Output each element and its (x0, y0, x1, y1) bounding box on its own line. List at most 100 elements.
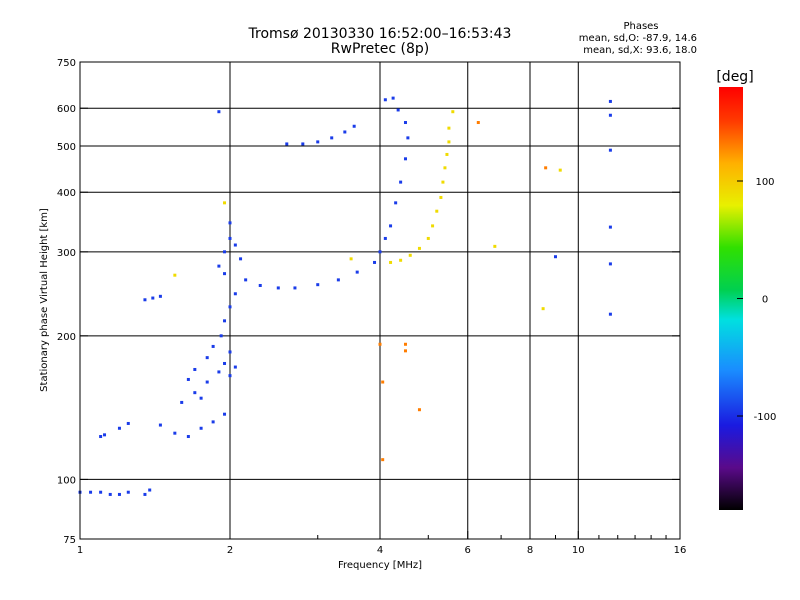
data-point (219, 334, 223, 338)
data-point (352, 124, 356, 128)
data-point (276, 286, 280, 290)
data-point (378, 250, 382, 254)
data-point (435, 209, 439, 213)
data-point (399, 258, 403, 262)
data-point (217, 264, 221, 268)
data-point (228, 236, 232, 240)
y-axis: 75 100 200 300 400 500 600 750 (57, 58, 680, 546)
data-point (285, 142, 289, 146)
data-point (228, 350, 232, 354)
data-point (151, 296, 155, 300)
data-point (193, 391, 197, 395)
data-point (608, 312, 612, 316)
data-point (349, 257, 353, 261)
x-tick-label: 8 (527, 545, 533, 556)
data-point (316, 283, 320, 287)
data-point (180, 400, 184, 404)
data-point (233, 292, 237, 296)
data-point (608, 113, 612, 117)
data-point (389, 260, 393, 264)
y-axis-label: Stationary phase Virtual Height [km] (39, 208, 50, 392)
data-point (447, 140, 451, 144)
chart-subtitle: RwPretec (8p) (331, 41, 429, 57)
colorbar-ticks: 100 0 -100 (737, 177, 776, 423)
data-point (223, 250, 227, 254)
data-point (558, 168, 562, 172)
data-point (431, 224, 435, 228)
y-tick-label: 500 (57, 142, 76, 153)
data-point (205, 380, 209, 384)
data-point (228, 221, 232, 225)
data-point (391, 96, 395, 100)
data-point (383, 98, 387, 102)
data-point (293, 286, 297, 290)
colorbar-tick-label: 0 (762, 295, 768, 306)
info-line-x: mean, sd,X: 93.6, 18.0 (583, 45, 697, 56)
data-point (223, 319, 227, 323)
data-point (223, 201, 227, 205)
data-point (608, 225, 612, 229)
data-point (126, 490, 130, 494)
data-point (117, 492, 121, 496)
data-point (199, 426, 203, 430)
x-tick-label: 1 (77, 545, 83, 556)
data-point (608, 99, 612, 103)
data-point (239, 257, 243, 261)
x-tick-label: 2 (227, 545, 233, 556)
data-point (117, 426, 121, 430)
grid-lines (80, 62, 680, 539)
data-point (158, 294, 162, 298)
colorbar-tick-label: -100 (754, 412, 777, 423)
data-point (403, 121, 407, 125)
x-tick-label: 16 (674, 545, 687, 556)
data-point (417, 246, 421, 250)
data-point (258, 283, 262, 287)
data-point (381, 380, 385, 384)
data-point (186, 435, 190, 439)
data-point (399, 180, 403, 184)
data-point (541, 307, 545, 311)
data-point (417, 408, 421, 412)
y-tick-label: 100 (57, 475, 76, 486)
data-point (451, 110, 455, 114)
data-point (553, 255, 557, 259)
data-point (211, 420, 215, 424)
data-point (108, 492, 112, 496)
data-point (608, 148, 612, 152)
x-tick-label: 10 (572, 545, 585, 556)
data-point (608, 262, 612, 266)
data-point (383, 236, 387, 240)
data-point (99, 435, 103, 439)
y-tick-label: 750 (57, 58, 76, 69)
data-point (426, 236, 430, 240)
data-point (373, 260, 377, 264)
data-point (223, 361, 227, 365)
data-point (447, 126, 451, 130)
data-point (126, 421, 130, 425)
data-point (211, 344, 215, 348)
data-point (233, 243, 237, 247)
data-point (173, 273, 177, 277)
info-line-o: mean, sd,O: -87.9, 14.6 (579, 33, 697, 44)
data-point (158, 423, 162, 427)
data-point (389, 224, 393, 228)
data-point (143, 492, 147, 496)
x-axis-label: Frequency [MHz] (338, 560, 422, 571)
data-point (199, 396, 203, 400)
data-point (89, 490, 93, 494)
data-point (228, 305, 232, 309)
colorbar-tick-label: 100 (755, 177, 774, 188)
data-point (330, 136, 334, 140)
data-point (403, 157, 407, 161)
data-point (205, 356, 209, 360)
data-point (493, 244, 497, 248)
data-point (476, 121, 480, 125)
data-point (193, 367, 197, 371)
chart-title: Tromsø 20130330 16:52:00–16:53:43 (248, 26, 512, 42)
y-tick-label: 400 (57, 188, 76, 199)
data-point (244, 278, 248, 282)
data-point (343, 130, 347, 134)
data-point (403, 349, 407, 353)
x-axis: 1 2 4 6 8 10 16 (77, 531, 687, 556)
